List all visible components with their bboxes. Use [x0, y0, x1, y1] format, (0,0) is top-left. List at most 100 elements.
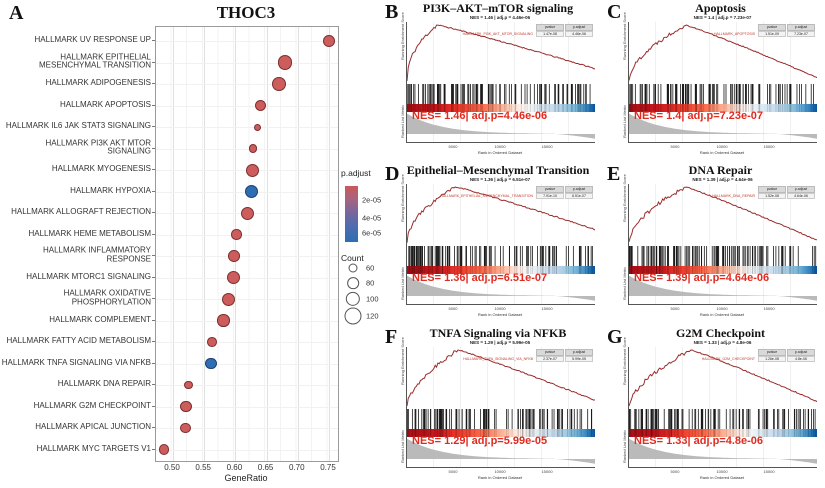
pathway-label: HALLMARK ADIPOGENESIS — [45, 77, 151, 87]
pathway-label: HALLMARK FATTY ACID METABOLISM — [6, 335, 151, 345]
gsea-title: DNA Repair — [688, 163, 753, 177]
pathway-dot — [254, 100, 266, 111]
gridline — [156, 84, 338, 85]
nes-annotation: NES= 1.39| adj.p=4.64e-06 — [634, 272, 770, 284]
ranked-list-metric-area — [629, 438, 817, 464]
gsea-title: TNFA Signaling via NFKB — [429, 326, 567, 340]
gsea-stats-table: pvalue p.adjust HALLMARK_TNFA_SIGNALING_V… — [462, 349, 593, 362]
gridline — [329, 27, 330, 461]
pathway-dot — [244, 185, 258, 198]
panel-letter: C — [607, 1, 622, 23]
y-axis-label-running-es: Running Enrichment Score — [622, 337, 627, 385]
legend-count-label: 120 — [366, 311, 379, 321]
gridline — [297, 27, 299, 461]
pathway-label: HALLMARK TNFA SIGNALING VIA NFKB — [1, 357, 151, 367]
stats-padjust: 4.46e-06 — [565, 30, 593, 37]
pathway-label: HALLMARK G2M CHECKPOINT — [33, 400, 151, 410]
gsea-subtitle: NES = 1.29 | adj.p = 5.99e-05 — [469, 340, 531, 345]
pathway-label: HALLMARK IL6 JAK STAT3 SIGNALING — [5, 120, 151, 130]
gsea-plot-area: pvalue p.adjust HALLMARK_TNFA_SIGNALING_V… — [406, 347, 595, 468]
pathway-dot — [248, 144, 258, 153]
pathway-label: HALLMARK MTORC1 SIGNALING — [26, 271, 151, 281]
gsea-plot-area: pvalue p.adjust HALLMARK_APOPTOSIS 1.51e-0… — [628, 22, 817, 143]
dotplot-category-labels: HALLMARK UV RESPONSE UP HALLMARK EPITHELI… — [0, 26, 151, 460]
pathway-dot — [222, 292, 236, 306]
stats-padjust-header: p.adjust — [787, 349, 815, 356]
pathway-label: HALLMARK OXIDATIVE PHOSPHORYLATION — [63, 288, 151, 306]
nes-annotation: NES= 1.29| adj.p=5.99e-05 — [412, 435, 548, 447]
gridline — [173, 27, 174, 461]
enrichment-score-curve — [629, 186, 817, 242]
stats-padjust: 6.51e-07 — [565, 192, 593, 199]
gene-hit-barcode — [629, 246, 817, 266]
y-axis-label-running-es: Running Enrichment Score — [622, 174, 627, 222]
gene-hit-barcode — [408, 246, 593, 266]
y-axis-label-ranked-metric: Ranked List Metric — [622, 104, 627, 138]
legend-count-label: 80 — [366, 278, 375, 288]
nes-annotation: NES= 1.46| adj.p=4.46e-06 — [412, 110, 548, 122]
dotplot-title: THOC3 — [216, 3, 276, 22]
enrichment-score-curve — [407, 349, 595, 407]
x-tick: 10000 — [716, 469, 728, 474]
dotplot-plot-area — [155, 26, 339, 462]
legend-count-title: Count — [341, 253, 364, 263]
stats-padjust: 4.8e-06 — [787, 355, 815, 362]
ranked-metric-heat-strip — [629, 266, 817, 274]
pathway-dot — [278, 55, 293, 70]
stats-padjust: 5.99e-05 — [565, 355, 593, 362]
stats-header-row: pvalue p.adjust — [462, 349, 593, 356]
pathway-dot — [245, 163, 259, 177]
gsea-panel-g: G G2M Checkpoint NES = 1.33 | adj.p = 4.… — [602, 325, 825, 488]
x-tick: 10000 — [494, 144, 506, 149]
pathway-label: HALLMARK MYOGENESIS — [51, 163, 151, 173]
stats-header-row: pvalue p.adjust — [439, 186, 593, 193]
axis-tick — [152, 341, 155, 342]
enrichment-score-curve — [629, 24, 817, 81]
x-axis-label: Rank in Ordered Dataset — [477, 312, 523, 317]
y-axis-label-ranked-metric: Ranked List Metric — [400, 429, 405, 463]
stats-value-row: HALLMARK_TNFA_SIGNALING_VIA_NFKB 2.37e-07… — [462, 355, 593, 362]
pathway-dot — [272, 77, 286, 91]
legend-padjust-tick: 4e-05 — [362, 213, 382, 223]
gridline — [156, 148, 338, 150]
ranked-list-metric-area — [407, 113, 595, 139]
gsea-stats-table: pvalue p.adjust HALLMARK_PI3K_AKT_MTOR_SI… — [462, 24, 593, 37]
gridline — [156, 385, 338, 386]
pathway-label: HALLMARK HYPOXIA — [70, 185, 151, 195]
gsea-panel-b: B PI3K–AKT–mTOR signaling NES = 1.46 | a… — [380, 0, 602, 162]
ranked-metric-heat-strip — [629, 429, 817, 437]
stats-header-row: pvalue p.adjust — [713, 24, 815, 31]
stats-padjust: 7.23e-07 — [787, 30, 815, 37]
panel-letter: G — [607, 326, 623, 348]
legend-count-circle — [348, 263, 358, 273]
axis-tick — [152, 405, 155, 407]
gsea-stats-table: pvalue p.adjust HALLMARK_DNA_REPAIR 1.52e-… — [711, 186, 815, 199]
gsea-stats-table: pvalue p.adjust HALLMARK_EPITHELIAL_MESEN… — [439, 186, 593, 199]
dotplot-x-axis-ticks: 0.50 0.55 0.60 0.65 0.70 0.75 — [155, 463, 337, 473]
stats-pvalue-header: pvalue — [536, 24, 564, 31]
y-axis-label-running-es: Running Enrichment Score — [400, 12, 405, 60]
gridline — [266, 27, 268, 461]
stats-pvalue-header: pvalue — [758, 24, 786, 31]
legend-padjust-tick: 2e-05 — [362, 195, 382, 205]
heat-strip-texture — [629, 266, 817, 274]
stats-padjust-header: p.adjust — [787, 186, 815, 193]
gridline — [156, 234, 338, 236]
axis-tick — [152, 212, 155, 213]
pathway-dot — [184, 380, 193, 390]
enrichment-score-curve — [407, 24, 595, 82]
x-tick: 5000 — [670, 306, 680, 311]
stats-value-row: HALLMARK_PI3K_AKT_MTOR_SIGNALING 1.47e-08… — [462, 30, 593, 37]
gsea-subtitle: NES = 1.36 | adj.p = 6.51e-07 — [469, 177, 531, 182]
gsea-plot-area: pvalue p.adjust HALLMARK_PI3K_AKT_MTOR_SI… — [406, 22, 595, 143]
x-tick: 15000 — [763, 306, 775, 311]
x-tick-label: 0.55 — [195, 463, 211, 472]
stats-value-row: HALLMARK_G2M_CHECKPOINT 1.26e-08 4.8e-06 — [701, 355, 815, 362]
ranked-metric-heat-strip — [407, 266, 595, 274]
stats-pvalue: 1.26e-08 — [758, 355, 786, 362]
legend-count-label: 100 — [366, 294, 379, 304]
heat-strip-texture — [629, 429, 816, 437]
ranked-list-metric-area — [407, 275, 595, 301]
stats-padjust: 4.64e-06 — [787, 192, 815, 199]
axis-tick — [152, 147, 155, 149]
